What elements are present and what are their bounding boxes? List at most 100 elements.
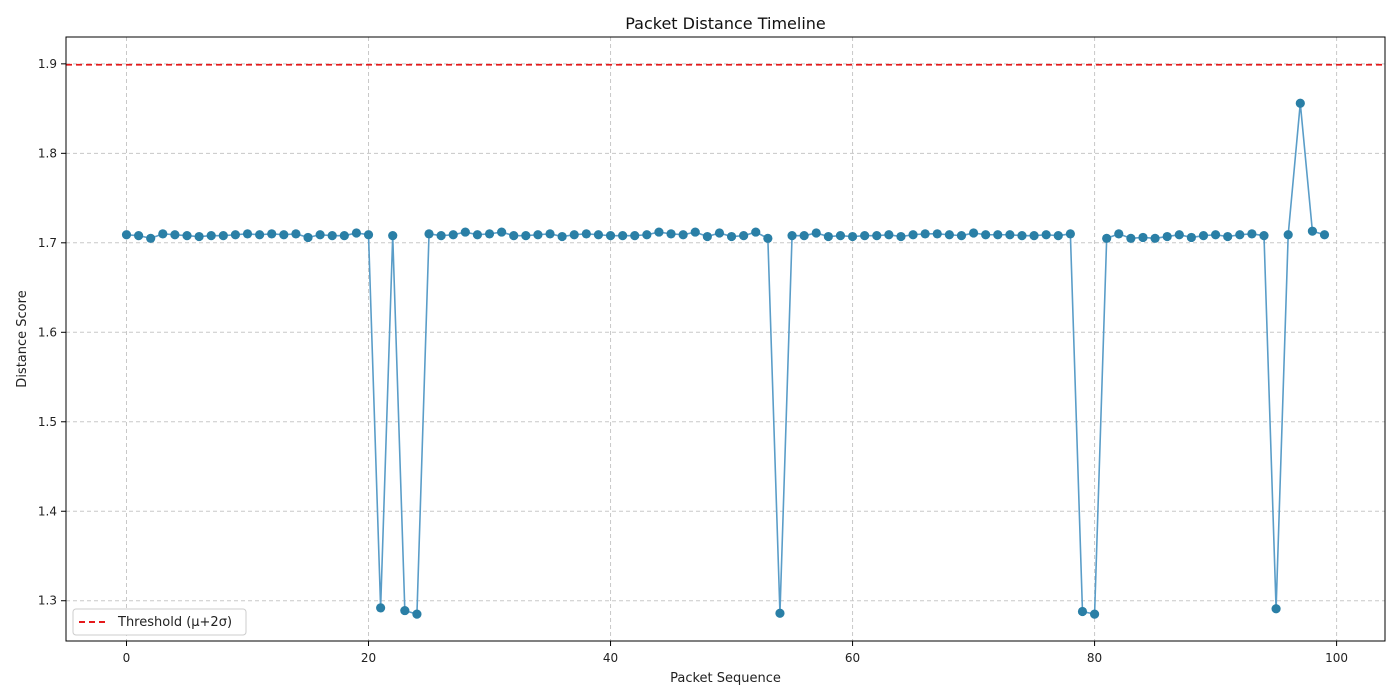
data-point bbox=[1162, 231, 1172, 242]
data-point bbox=[267, 229, 277, 239]
data-point bbox=[242, 229, 253, 239]
data-point bbox=[968, 228, 979, 238]
data-point bbox=[690, 227, 700, 237]
data-point bbox=[920, 229, 930, 239]
data-point bbox=[472, 230, 483, 240]
data-point bbox=[726, 231, 737, 242]
data-point bbox=[993, 230, 1003, 240]
y-tick-label: 1.7 bbox=[38, 236, 57, 250]
data-point bbox=[860, 231, 870, 241]
data-point bbox=[1065, 229, 1075, 239]
data-point bbox=[1126, 233, 1136, 243]
data-point bbox=[206, 231, 216, 241]
data-point bbox=[1271, 604, 1281, 614]
data-point bbox=[618, 231, 628, 241]
data-point bbox=[605, 231, 616, 241]
data-point bbox=[339, 231, 349, 241]
data-point bbox=[908, 230, 918, 240]
legend-box bbox=[72, 608, 247, 636]
data-point bbox=[593, 230, 604, 240]
data-point bbox=[751, 227, 761, 237]
data-point bbox=[182, 231, 192, 241]
data-point bbox=[702, 231, 712, 242]
legend[interactable]: Threshold (μ+2σ) bbox=[72, 608, 247, 636]
data-point bbox=[1150, 233, 1160, 243]
y-tick-label: 1.8 bbox=[38, 146, 57, 160]
data-point bbox=[1235, 230, 1245, 240]
data-point bbox=[630, 231, 640, 241]
data-point bbox=[775, 608, 785, 618]
data-point bbox=[1077, 606, 1088, 617]
data-point bbox=[932, 229, 942, 239]
data-point bbox=[1174, 230, 1184, 240]
data-point bbox=[400, 605, 410, 616]
data-point bbox=[497, 227, 507, 237]
series-line bbox=[126, 103, 1325, 616]
plot-frame bbox=[65, 36, 1386, 642]
data-point bbox=[1017, 231, 1027, 241]
y-tick-label: 1.3 bbox=[38, 594, 57, 608]
data-point bbox=[1089, 609, 1100, 619]
data-point bbox=[194, 231, 204, 242]
data-point bbox=[1307, 226, 1317, 236]
data-point bbox=[121, 230, 132, 240]
data-point bbox=[1053, 231, 1063, 241]
data-point bbox=[763, 233, 773, 243]
data-point bbox=[654, 227, 664, 237]
x-tick-label: 100 bbox=[1325, 651, 1348, 665]
data-point bbox=[581, 229, 591, 239]
data-point bbox=[1198, 231, 1209, 241]
data-point bbox=[1259, 231, 1269, 241]
data-point bbox=[327, 231, 337, 241]
data-point bbox=[714, 228, 725, 238]
data-point bbox=[351, 228, 362, 238]
series bbox=[121, 98, 1330, 619]
data-point bbox=[787, 231, 797, 241]
data-point bbox=[678, 230, 688, 240]
data-point bbox=[811, 228, 821, 238]
data-point bbox=[823, 231, 833, 242]
data-point bbox=[158, 229, 168, 239]
data-point bbox=[134, 231, 144, 241]
data-point bbox=[1319, 230, 1330, 240]
data-point bbox=[303, 232, 313, 243]
x-axis-label: Packet Sequence bbox=[670, 671, 781, 686]
data-point bbox=[279, 230, 289, 240]
data-point bbox=[835, 231, 846, 241]
data-point bbox=[291, 229, 301, 239]
data-point bbox=[363, 230, 374, 240]
data-point bbox=[533, 230, 543, 240]
x-axis-ticks: 0 20 40 60 80 100 bbox=[123, 641, 1348, 665]
data-point bbox=[642, 230, 652, 240]
data-point bbox=[557, 231, 567, 242]
data-point bbox=[545, 229, 555, 239]
data-point bbox=[460, 227, 470, 237]
data-point bbox=[1138, 232, 1148, 243]
data-point bbox=[739, 231, 749, 241]
data-point bbox=[255, 230, 265, 240]
data-point bbox=[484, 229, 495, 239]
y-axis-ticks: 1.3 1.4 1.5 1.6 1.7 1.8 1.9 bbox=[38, 57, 66, 608]
data-point bbox=[412, 609, 422, 619]
data-point bbox=[666, 229, 676, 239]
data-point bbox=[436, 231, 446, 241]
y-tick-label: 1.9 bbox=[38, 57, 57, 71]
data-point bbox=[847, 231, 858, 242]
data-point bbox=[1102, 233, 1112, 243]
data-point bbox=[1005, 230, 1015, 240]
x-tick-label: 20 bbox=[361, 651, 376, 665]
data-point bbox=[1029, 231, 1039, 241]
x-tick-label: 40 bbox=[603, 651, 618, 665]
y-axis-label: Distance Score bbox=[15, 290, 30, 387]
data-point bbox=[315, 230, 325, 240]
data-point bbox=[146, 233, 156, 243]
data-point bbox=[509, 231, 519, 241]
data-point bbox=[896, 231, 906, 242]
x-tick-label: 0 bbox=[123, 651, 131, 665]
data-point bbox=[1247, 229, 1257, 239]
data-point bbox=[218, 231, 228, 241]
data-point bbox=[521, 231, 531, 241]
data-point bbox=[448, 230, 458, 240]
y-tick-label: 1.6 bbox=[38, 325, 57, 339]
